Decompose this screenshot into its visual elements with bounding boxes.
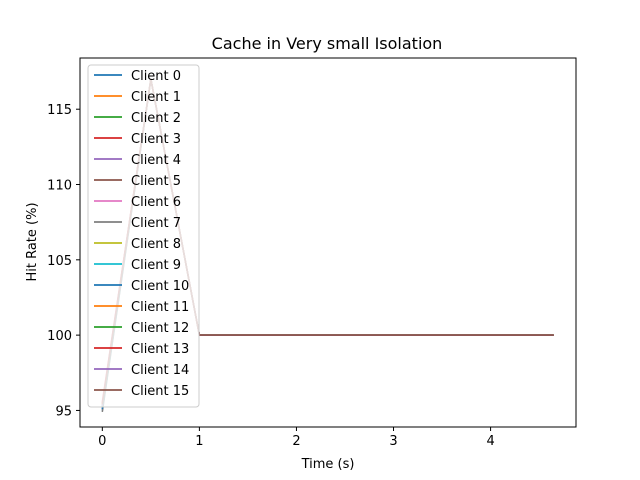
x-axis-label: Time (s): [301, 457, 355, 472]
plot-frame: [79, 57, 577, 428]
y-axis-label: Hit Rate (%): [25, 202, 40, 281]
x-tick-label: 2: [292, 434, 300, 449]
y-tick-label: 100: [47, 329, 72, 344]
x-tick-label: 0: [98, 434, 106, 449]
legend-label-client-7: Client 7: [131, 216, 181, 231]
x-axis: 0 1 2 3 4: [98, 427, 495, 449]
legend-label-client-10: Client 10: [131, 279, 189, 294]
legend-label-client-13: Client 13: [131, 342, 189, 357]
legend-label-client-15: Client 15: [131, 384, 189, 399]
legend-label-client-8: Client 8: [131, 237, 181, 252]
legend-label-client-0: Client 0: [131, 69, 181, 84]
legend-label-client-6: Client 6: [131, 195, 181, 210]
y-tick-label: 110: [47, 179, 72, 194]
legend-label-client-3: Client 3: [131, 132, 181, 147]
legend-label-client-1: Client 1: [131, 90, 181, 105]
y-axis: 95 100 105 110 115: [47, 103, 80, 419]
legend-label-client-14: Client 14: [131, 363, 189, 378]
legend-label-client-2: Client 2: [131, 111, 181, 126]
legend: Client 0 Client 1 Client 2 Client 3 Client 4…: [87, 64, 200, 408]
y-tick-label: 95: [55, 404, 72, 419]
legend-label-client-11: Client 11: [131, 300, 189, 315]
x-tick-label: 1: [195, 434, 203, 449]
legend-label-client-12: Client 12: [131, 321, 189, 336]
y-tick-label: 115: [47, 103, 72, 118]
legend-label-client-4: Client 4: [131, 153, 181, 168]
x-tick-label: 4: [486, 434, 494, 449]
y-tick-label: 105: [47, 254, 72, 269]
legend-label-client-9: Client 9: [131, 258, 181, 273]
x-tick-label: 3: [389, 434, 397, 449]
legend-box: [87, 64, 200, 408]
chart-title: Cache in Very small Isolation: [212, 34, 443, 53]
legend-label-client-5: Client 5: [131, 174, 181, 189]
